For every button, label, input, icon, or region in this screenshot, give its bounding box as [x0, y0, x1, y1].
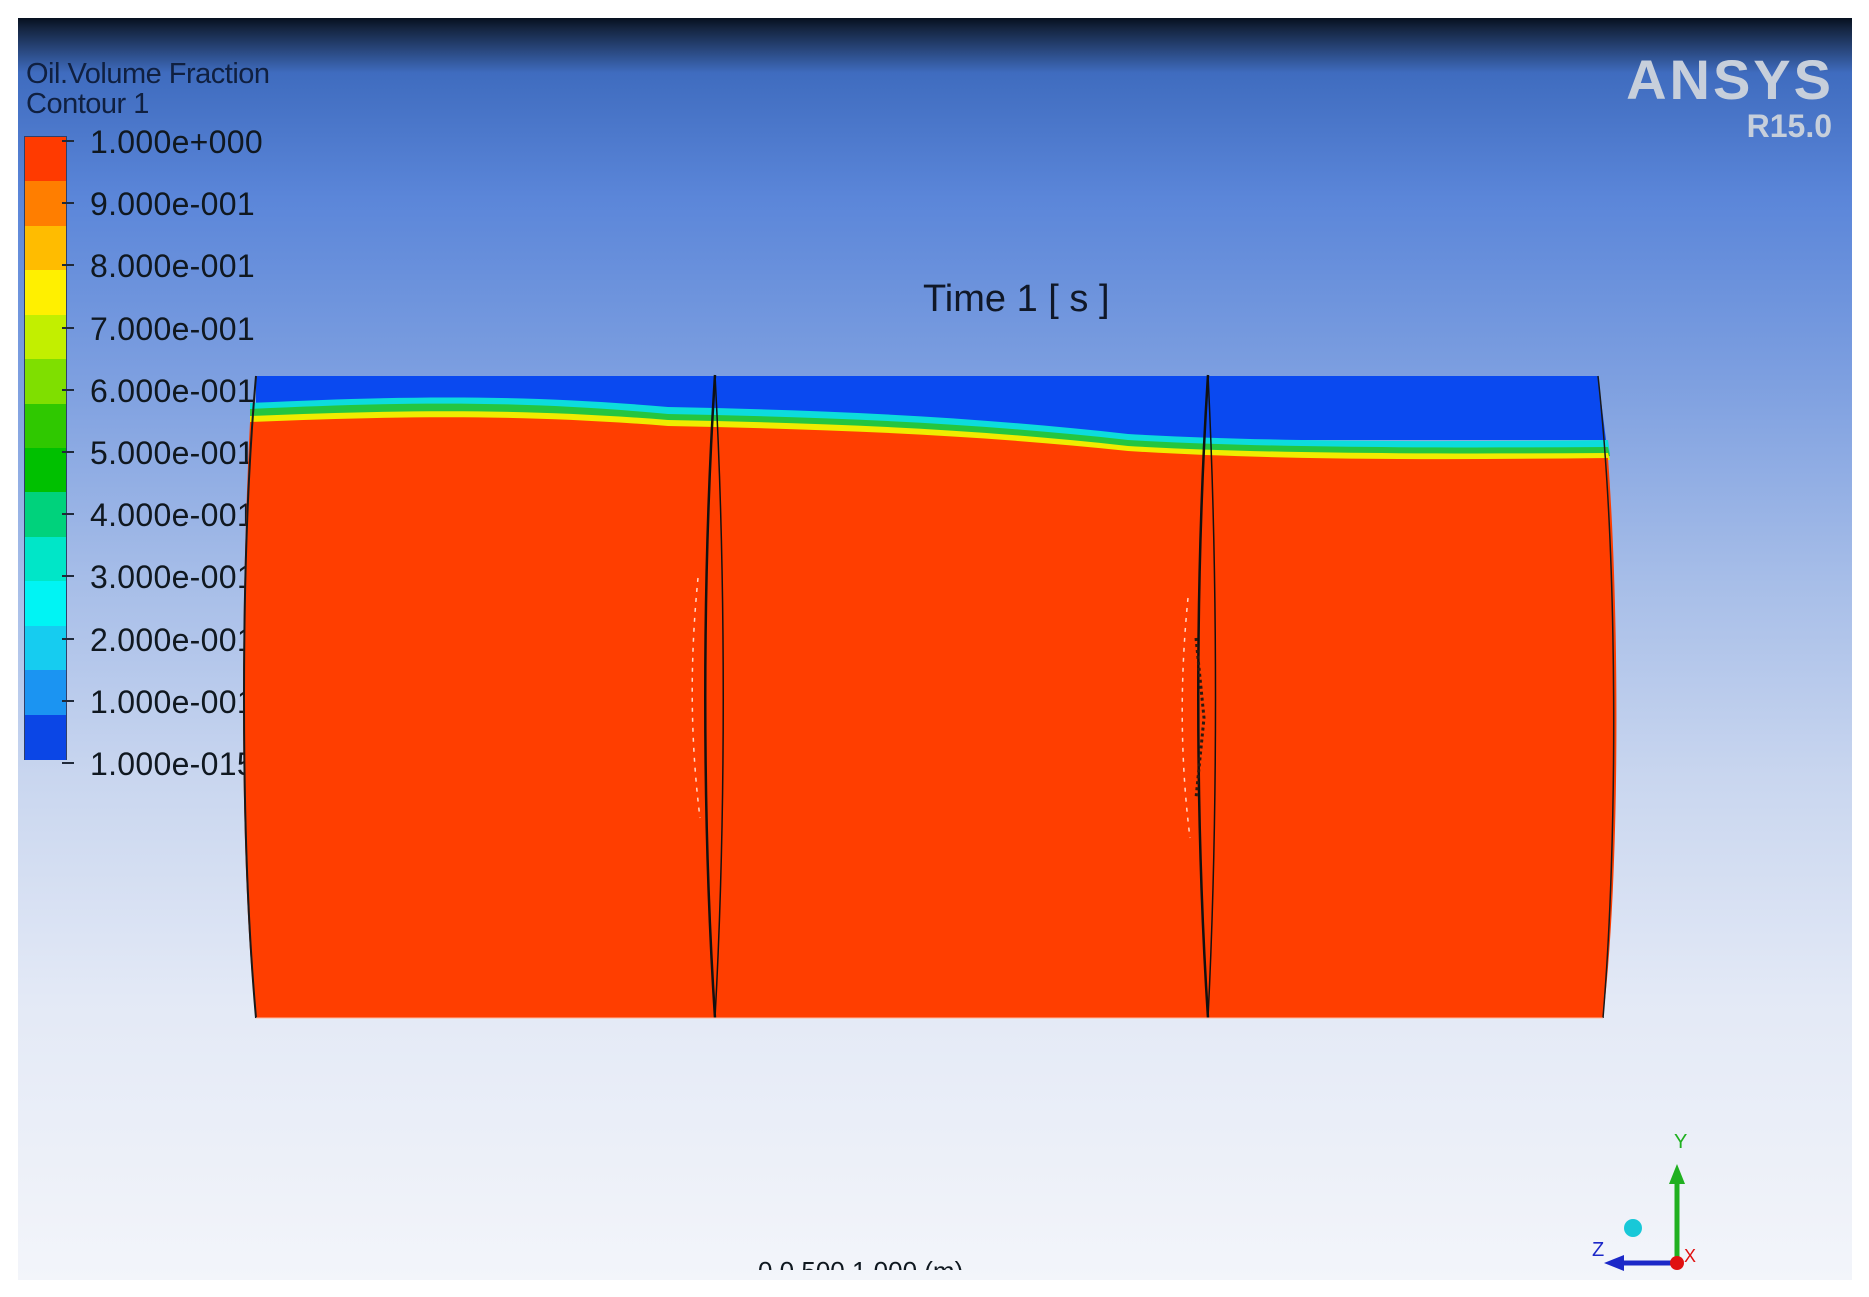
legend-tick-mark [62, 513, 74, 516]
legend-tick-label: 5.000e-001 [90, 435, 255, 471]
legend-band [25, 359, 66, 405]
legend-band [25, 181, 66, 227]
legend-band [25, 314, 66, 361]
axis-triad: Y Z X [1592, 1131, 1696, 1271]
partition-line-1b [714, 374, 724, 1019]
triad-x-label: X [1684, 1246, 1696, 1266]
legend-tick-mark [62, 575, 74, 578]
legend-variable-title: Oil.Volume Fraction [26, 58, 270, 90]
legend-tick-label: 1.000e-015 [90, 746, 255, 782]
legend-band [25, 137, 66, 183]
legend-band [25, 270, 66, 316]
triad-y-arrowhead [1669, 1164, 1685, 1184]
legend-band [25, 714, 66, 760]
contour-domain [243, 374, 1617, 1019]
graphics-viewport[interactable]: Oil.Volume Fraction Contour 1 1.000e+000… [18, 18, 1852, 1280]
partition-line-2 [1197, 374, 1210, 1019]
time-label: Time 1 [ s ] [923, 278, 1110, 320]
legend-tick-label: 7.000e-001 [90, 310, 255, 347]
mesh-artifact-2 [1181, 597, 1191, 839]
legend-band [25, 536, 66, 583]
scale-caption: 0 0.500 1.000 (m) [758, 1258, 1238, 1270]
partition-line-1 [704, 374, 717, 1019]
legend-tick-label: 8.000e-001 [90, 248, 255, 285]
domain-right-edge [1597, 375, 1615, 1019]
triad-y-label: Y [1674, 1131, 1687, 1153]
partition-line-2b [1207, 374, 1217, 1019]
legend-tick-mark [62, 451, 74, 453]
triad-z-arrowhead [1604, 1255, 1624, 1271]
legend-tick-label: 6.000e-001 [90, 372, 255, 409]
ansys-logo: ANSYS [1626, 48, 1834, 111]
mesh-artifact-3 [1194, 637, 1206, 799]
triad-origin-x [1670, 1256, 1684, 1270]
domain-left-edge [243, 375, 257, 1019]
legend-tick-mark [62, 762, 74, 764]
legend-band [25, 581, 66, 627]
legend-band [25, 492, 66, 538]
legend-tick-label: 2.000e-001 [90, 621, 255, 658]
legend-contour-title: Contour 1 [26, 88, 149, 120]
legend-tick-label: 9.000e-001 [90, 186, 255, 223]
color-legend-bar [24, 136, 67, 760]
legend-tick-label: 3.000e-001 [90, 559, 255, 596]
legend-tick-mark [62, 264, 74, 267]
legend-tick-mark [62, 637, 74, 640]
legend-tick-label: 1.000e-001 [90, 683, 255, 720]
ansys-version: R15.0 [1746, 108, 1832, 144]
legend-band [25, 225, 66, 272]
oil-region [243, 417, 1617, 1018]
legend-band [25, 403, 66, 449]
legend-tick-label: 1.000e+000 [90, 124, 263, 160]
legend-band [25, 670, 66, 716]
legend-tick-label: 4.000e-001 [90, 497, 255, 534]
triad-z-label: Z [1592, 1239, 1604, 1261]
legend-tick-mark [62, 202, 74, 205]
legend-tick-mark [62, 326, 74, 329]
legend-tick-mark [62, 140, 74, 142]
mesh-artifact-1 [691, 577, 701, 819]
triad-dot [1624, 1219, 1642, 1237]
legend-tick-mark [62, 388, 74, 391]
legend-tick-mark [62, 699, 74, 702]
legend-band [25, 448, 66, 494]
legend-band [25, 625, 66, 672]
